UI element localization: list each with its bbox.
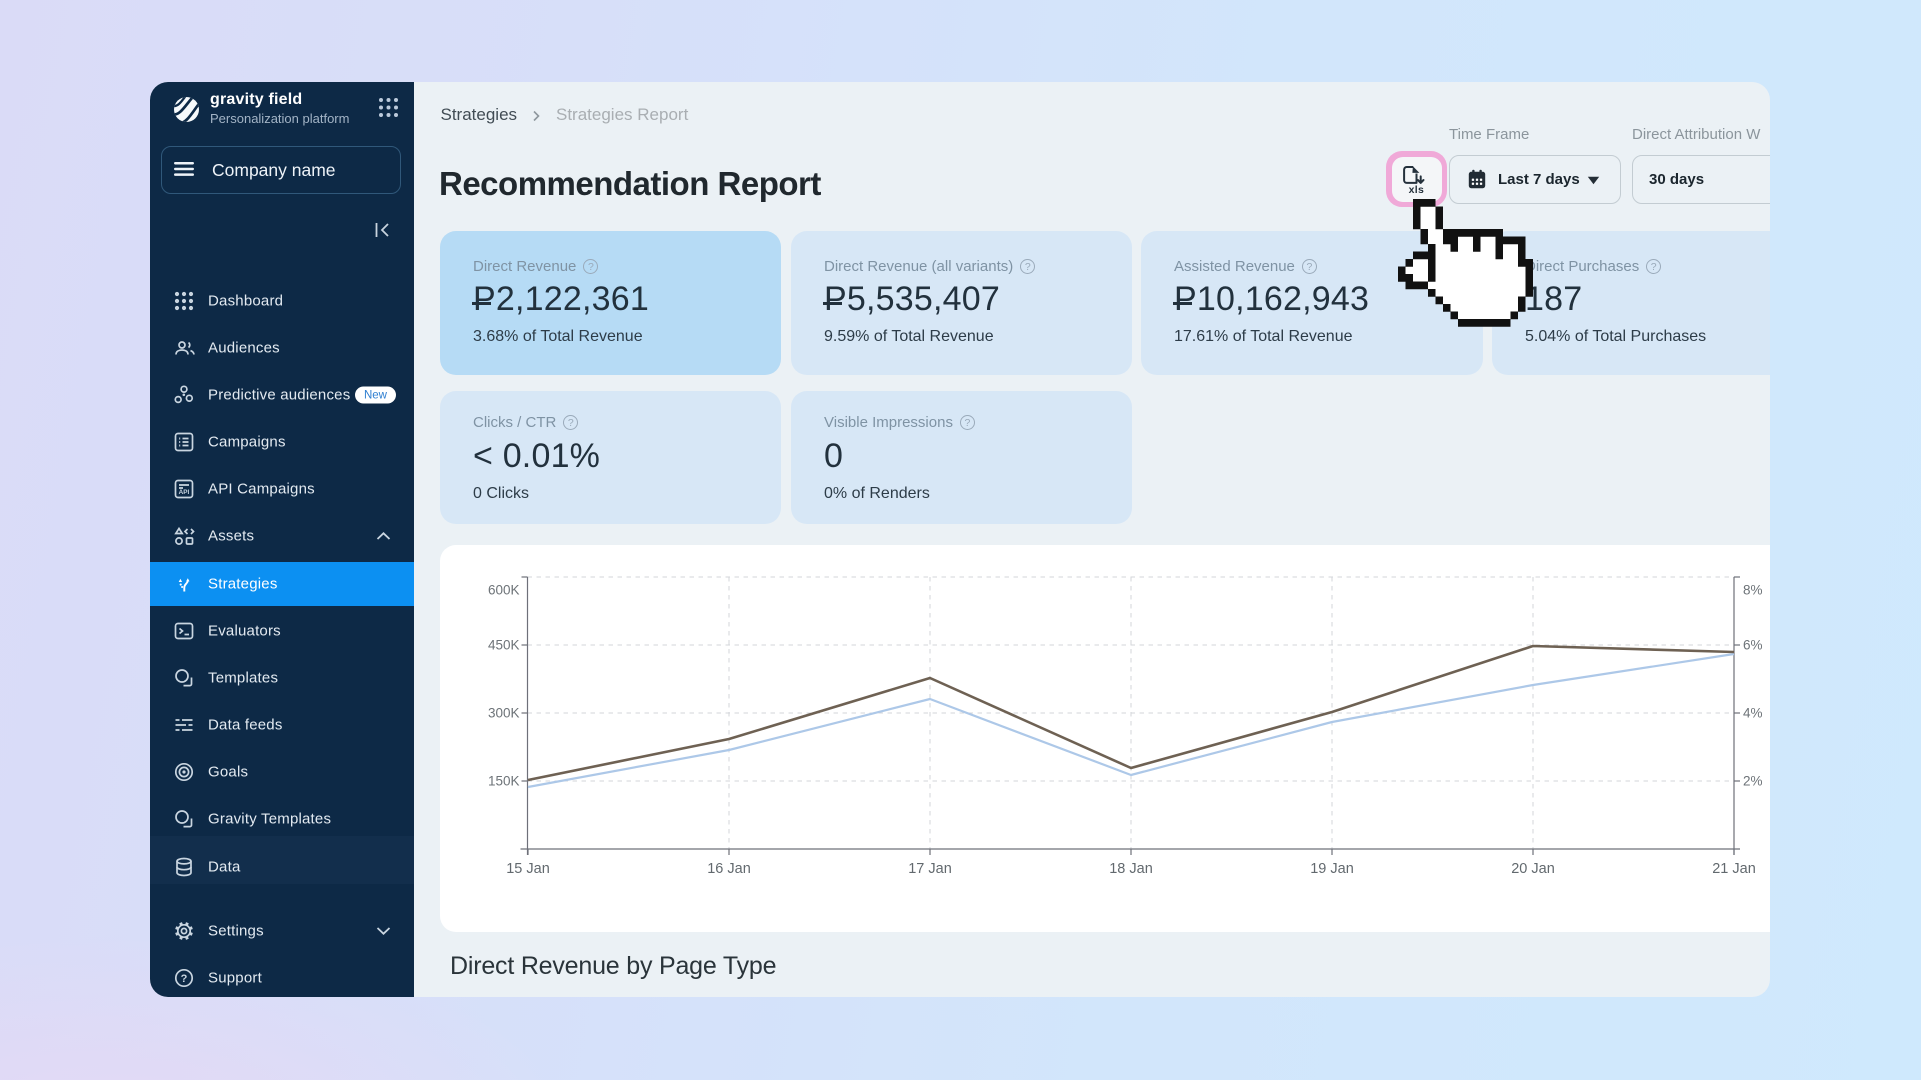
svg-text:?: ? <box>181 973 188 985</box>
svg-text:600K: 600K <box>488 583 520 598</box>
svg-text:18 Jan: 18 Jan <box>1109 861 1153 877</box>
svg-text:4%: 4% <box>1743 706 1763 721</box>
svg-text:150K: 150K <box>488 774 520 789</box>
svg-text:450K: 450K <box>488 638 520 653</box>
svg-text:19 Jan: 19 Jan <box>1310 861 1354 877</box>
svg-text:6%: 6% <box>1743 638 1763 653</box>
svg-text:21 Jan: 21 Jan <box>1712 861 1756 877</box>
svg-text:xls: xls <box>1409 184 1425 194</box>
svg-text:2%: 2% <box>1743 774 1763 789</box>
svg-text:17 Jan: 17 Jan <box>908 861 952 877</box>
svg-text:API: API <box>179 489 190 496</box>
svg-text:16 Jan: 16 Jan <box>707 861 751 877</box>
svg-text:300K: 300K <box>488 706 520 721</box>
svg-text:15 Jan: 15 Jan <box>506 861 550 877</box>
svg-text:20 Jan: 20 Jan <box>1511 861 1555 877</box>
svg-text:8%: 8% <box>1743 583 1763 598</box>
